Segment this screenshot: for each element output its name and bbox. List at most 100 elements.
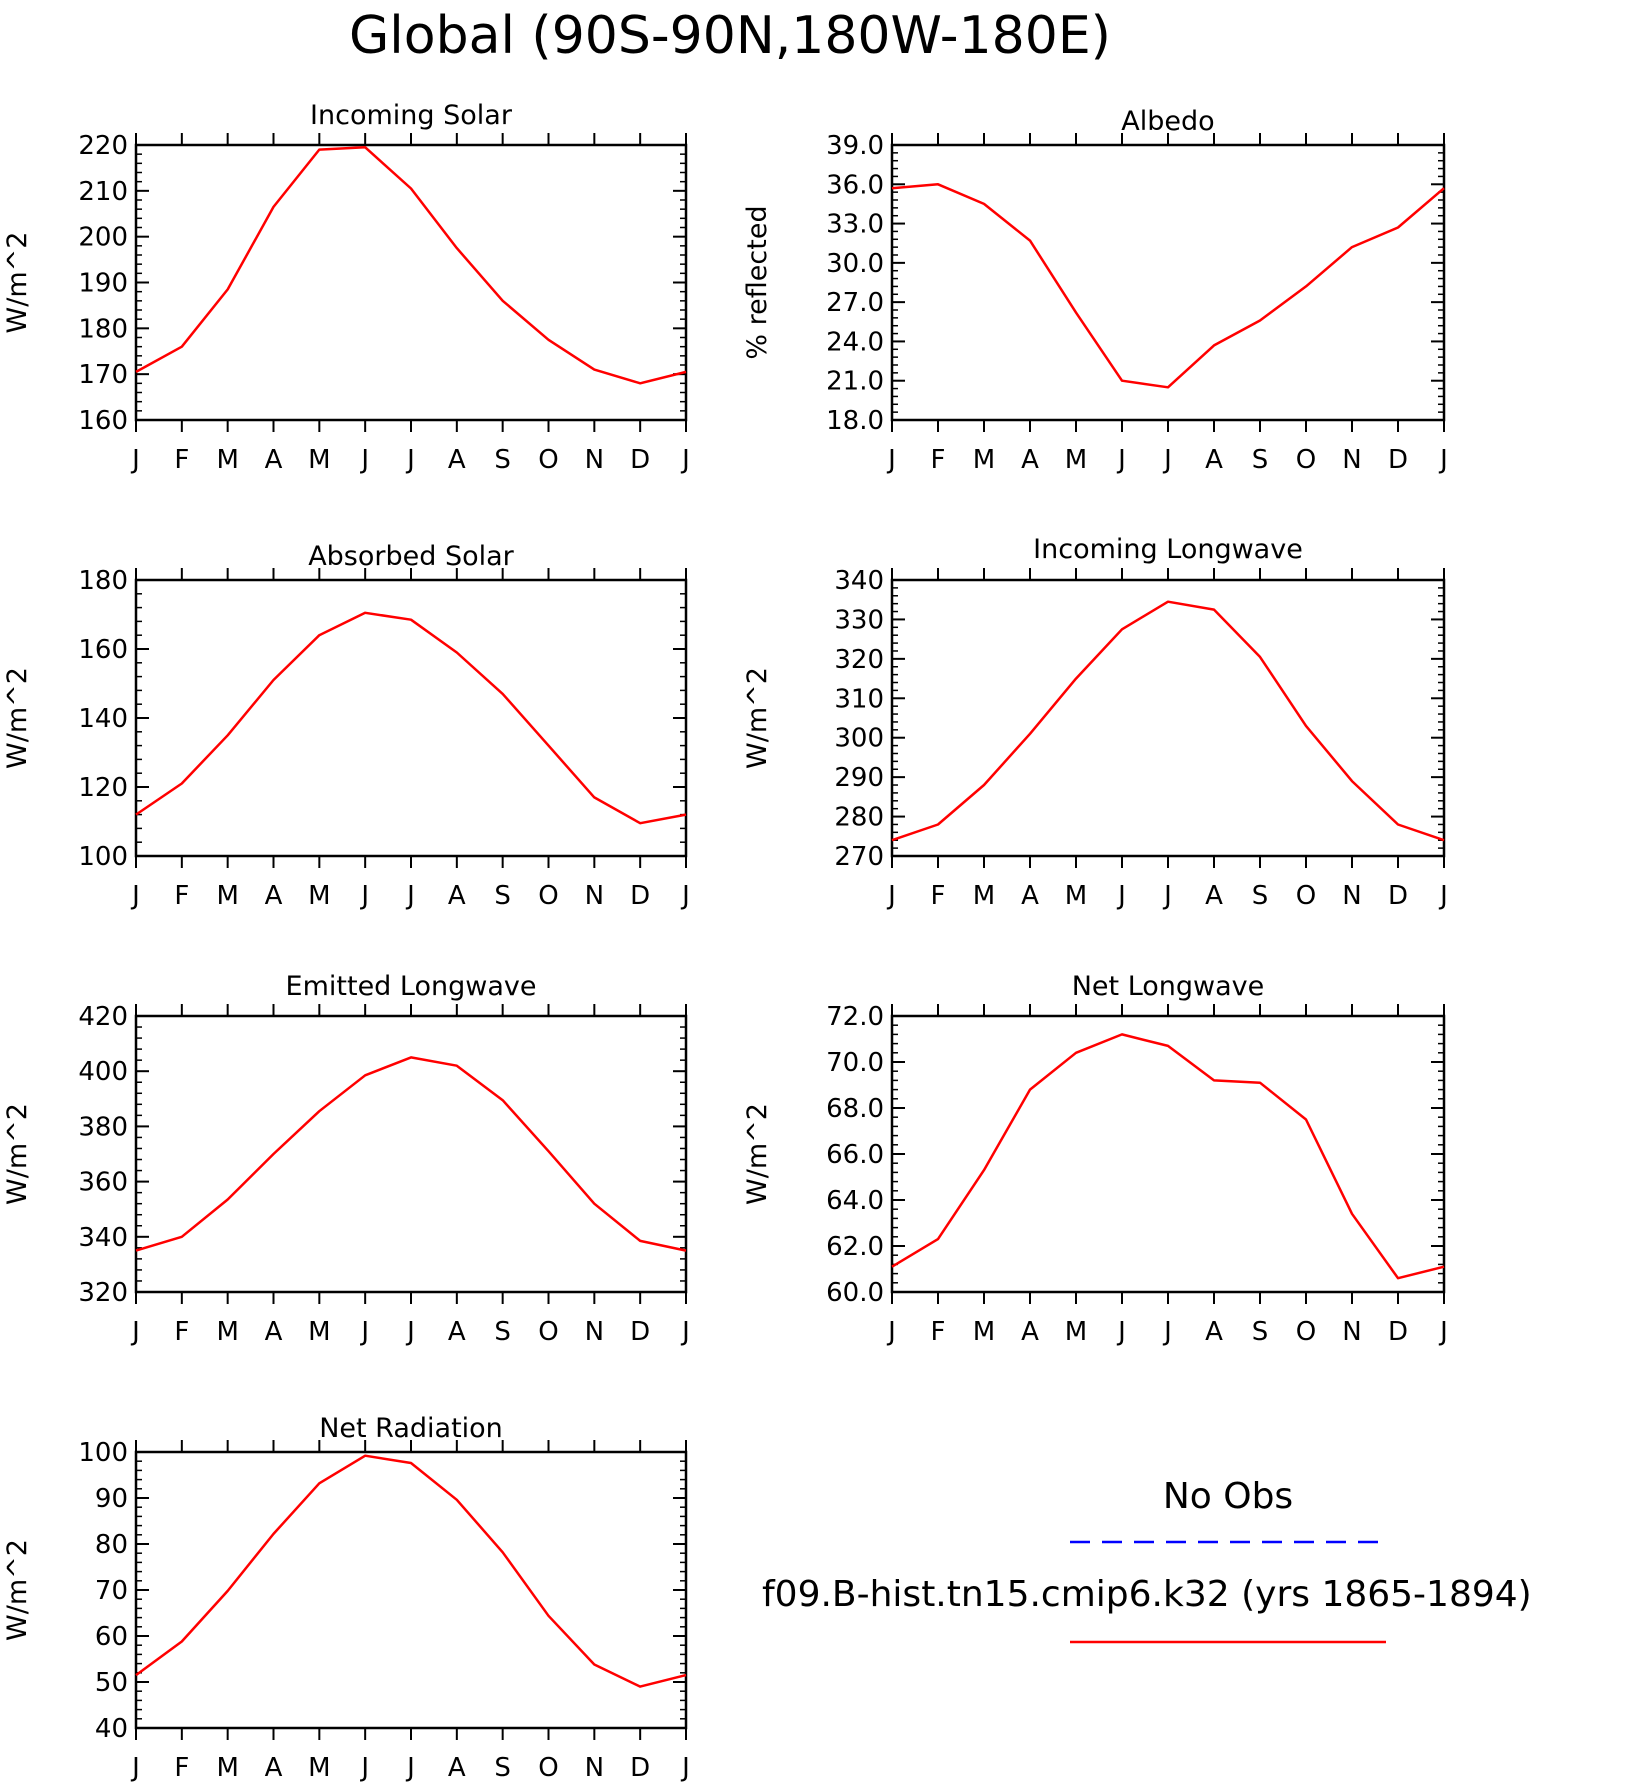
x-tick-label: M xyxy=(216,445,238,475)
chart-panel: Albedo 18.0 21.0 24.0 27.0 30.0 33.0 36.0 39.0 J F… xyxy=(742,106,1448,475)
x-tick-label: J xyxy=(405,445,415,475)
x-tick-label: M xyxy=(308,881,330,911)
y-tick-label: 27.0 xyxy=(826,288,884,318)
x-tick-label: J xyxy=(886,881,896,911)
x-tick-label: D xyxy=(630,1317,650,1347)
x-tick-label: N xyxy=(585,445,604,475)
x-tick-label: D xyxy=(630,1753,650,1783)
y-tick-label: 39.0 xyxy=(826,131,884,161)
y-tick-label: 30.0 xyxy=(826,249,884,279)
x-tick-label: A xyxy=(448,881,466,911)
x-tick-label: O xyxy=(1296,881,1316,911)
x-tick-label: J xyxy=(680,1753,690,1783)
x-tick-label: O xyxy=(1296,1317,1316,1347)
x-tick-label: S xyxy=(494,1753,511,1783)
x-tick-label: J xyxy=(1116,881,1126,911)
plot-frame xyxy=(134,143,688,422)
panel-title: Incoming Solar xyxy=(310,100,513,131)
x-tick-label: F xyxy=(174,445,189,475)
series-line xyxy=(891,183,1445,389)
legend-obs-label: No Obs xyxy=(1163,1476,1293,1517)
y-tick-label: 68.0 xyxy=(826,1094,884,1124)
x-tick-label: M xyxy=(216,1317,238,1347)
x-tick-label: S xyxy=(494,881,511,911)
y-axis-label: W/m^2 xyxy=(2,232,33,334)
x-tick-label: D xyxy=(1388,881,1408,911)
y-tick-label: 420 xyxy=(78,1002,128,1032)
panel-title: Emitted Longwave xyxy=(286,971,537,1002)
x-tick-label: J xyxy=(1438,881,1448,911)
series-line xyxy=(135,146,687,385)
x-tick-label: F xyxy=(174,1753,189,1783)
y-tick-label: 60.0 xyxy=(826,1278,884,1308)
y-axis-label: W/m^2 xyxy=(2,1539,33,1641)
y-tick-label: 290 xyxy=(834,763,884,793)
x-tick-label: O xyxy=(1296,445,1316,475)
plot-frame xyxy=(134,1450,688,1730)
y-axis-label: W/m^2 xyxy=(2,1103,33,1205)
y-tick-label: 24.0 xyxy=(826,327,884,357)
panel-title: Albedo xyxy=(1121,106,1214,137)
y-tick-label: 62.0 xyxy=(826,1232,884,1262)
x-tick-label: O xyxy=(538,1753,558,1783)
x-tick-label: J xyxy=(680,445,690,475)
x-tick-label: M xyxy=(1065,881,1087,911)
x-tick-label: D xyxy=(630,881,650,911)
x-tick-label: F xyxy=(931,445,946,475)
y-tick-label: 140 xyxy=(78,704,128,734)
x-tick-label: A xyxy=(265,1317,283,1347)
x-tick-label: M xyxy=(973,881,995,911)
y-tick-label: 18.0 xyxy=(826,406,884,436)
x-tick-label: J xyxy=(1116,1317,1126,1347)
x-tick-label: J xyxy=(1162,445,1172,475)
x-tick-label: A xyxy=(1205,881,1223,911)
x-tick-label: O xyxy=(538,1317,558,1347)
x-tick-label: M xyxy=(973,1317,995,1347)
plot-frame xyxy=(134,578,688,858)
x-tick-label: A xyxy=(1021,1317,1039,1347)
x-tick-label: A xyxy=(448,445,466,475)
x-tick-label: J xyxy=(130,1317,140,1347)
x-tick-label: A xyxy=(1205,445,1223,475)
y-tick-label: 170 xyxy=(78,360,128,390)
x-tick-label: J xyxy=(680,881,690,911)
x-tick-label: D xyxy=(630,445,650,475)
x-tick-label: S xyxy=(494,1317,511,1347)
x-tick-label: N xyxy=(585,1753,604,1783)
series-line xyxy=(135,1454,687,1688)
x-tick-label: F xyxy=(931,1317,946,1347)
x-tick-label: A xyxy=(1021,445,1039,475)
y-axis-label: W/m^2 xyxy=(742,1103,773,1205)
x-tick-label: M xyxy=(216,1753,238,1783)
x-tick-label: J xyxy=(1162,1317,1172,1347)
x-tick-label: J xyxy=(1162,881,1172,911)
plot-frame xyxy=(890,578,1446,858)
legend: No Obs f09.B-hist.tn15.cmip6.k32 (yrs 18… xyxy=(762,1476,1532,1644)
chart-panel: Net Longwave 60.0 62.0 64.0 66.0 68.0 70.0 72.0… xyxy=(742,971,1448,1347)
y-tick-label: 33.0 xyxy=(826,210,884,240)
x-tick-label: A xyxy=(1021,881,1039,911)
x-tick-label: J xyxy=(359,881,369,911)
x-tick-label: M xyxy=(308,1317,330,1347)
y-tick-label: 90 xyxy=(95,1484,128,1514)
x-tick-label: J xyxy=(130,1753,140,1783)
x-tick-label: A xyxy=(265,881,283,911)
y-tick-label: 360 xyxy=(78,1168,128,1198)
y-tick-label: 270 xyxy=(834,842,884,872)
y-tick-label: 210 xyxy=(78,177,128,207)
series-line xyxy=(135,1056,687,1252)
panel-title: Absorbed Solar xyxy=(308,541,514,572)
x-tick-label: N xyxy=(1342,445,1361,475)
x-tick-label: F xyxy=(174,881,189,911)
y-tick-label: 70 xyxy=(95,1576,128,1606)
x-tick-label: M xyxy=(308,445,330,475)
x-tick-label: J xyxy=(405,1753,415,1783)
y-tick-label: 66.0 xyxy=(826,1140,884,1170)
chart-panel: Incoming Longwave 270 280 290 300 310 320 330 34… xyxy=(742,534,1448,911)
panel-title: Net Longwave xyxy=(1072,971,1265,1002)
x-tick-label: N xyxy=(1342,881,1361,911)
x-tick-label: O xyxy=(538,445,558,475)
